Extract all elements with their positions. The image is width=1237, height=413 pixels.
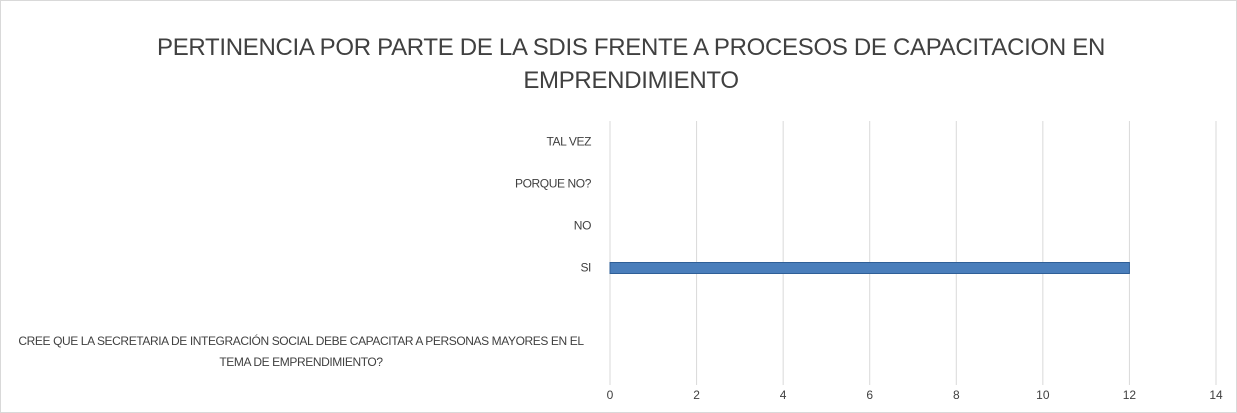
x-tick-label: 4 [780, 388, 787, 402]
y-tick-label: NO [573, 218, 592, 233]
y-tick-label: PORQUE NO? [514, 176, 591, 191]
x-tick-label: 10 [1036, 388, 1050, 402]
x-tick-label: 8 [953, 388, 960, 402]
bar [609, 262, 1130, 274]
x-tick-label: 14 [1209, 388, 1223, 402]
y-tick-label: TAL VEZ [546, 134, 591, 149]
y-tick-label: SI [580, 260, 591, 275]
y-tick-label: CREE QUE LA SECRETARIA DE INTEGRACIÓN SO… [18, 334, 584, 369]
x-tick-label: 0 [607, 388, 614, 402]
x-tick-label: 2 [693, 388, 700, 402]
chart-title: PERTINENCIA POR PARTE DE LA SDIS FRENTE … [157, 34, 1105, 94]
x-tick-label: 12 [1123, 388, 1137, 402]
x-tick-label: 6 [866, 388, 873, 402]
